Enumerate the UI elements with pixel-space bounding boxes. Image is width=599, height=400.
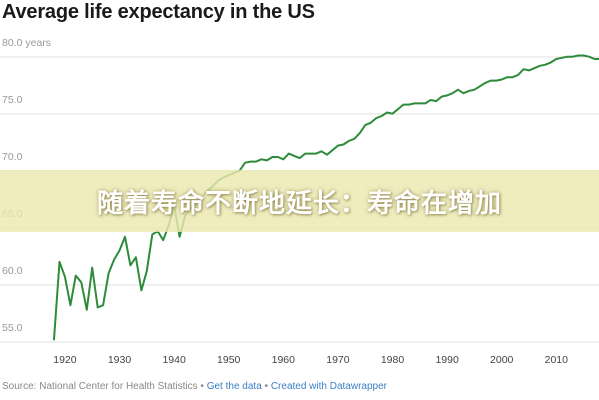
x-axis-labels: 1920 1930 1940 1950 1960 1970 1980 1990 2000 2010 xyxy=(53,354,568,366)
x-tick-label: 1950 xyxy=(217,354,241,366)
chart-title: Average life expectancy in the US xyxy=(2,1,315,23)
x-tick-label: 1970 xyxy=(326,354,350,366)
get-data-link[interactable]: Get the data xyxy=(206,381,262,392)
banner-text: 随着寿命不断地延长：寿命在增加 xyxy=(96,187,502,218)
x-tick-label: 1980 xyxy=(381,354,405,366)
source-note: Source: National Center for Health Stati… xyxy=(2,381,198,392)
y-tick-label: 70.0 xyxy=(2,151,23,163)
y-tick-label: 55.0 xyxy=(2,322,23,334)
footer-separator: • xyxy=(197,381,207,392)
y-tick-label: 80.0 years xyxy=(2,37,51,49)
y-tick-label: 60.0 xyxy=(2,265,23,277)
overlay-banner: 随着寿命不断地延长：寿命在增加 xyxy=(0,170,599,232)
datawrapper-link[interactable]: Created with Datawrapper xyxy=(270,381,387,392)
x-tick-label: 1940 xyxy=(162,354,186,366)
x-tick-label: 1930 xyxy=(108,354,132,366)
x-tick-label: 2010 xyxy=(545,354,569,366)
series-layer xyxy=(53,54,599,341)
x-tick-label: 2000 xyxy=(490,354,514,366)
y-tick-label: 75.0 xyxy=(2,94,23,106)
x-tick-label: 1960 xyxy=(272,354,296,366)
x-tick-label: 1990 xyxy=(435,354,459,366)
life-expectancy-line xyxy=(53,54,599,341)
footer-separator: • xyxy=(261,381,271,392)
chart-footer: Source: National Center for Health Stati… xyxy=(2,381,387,392)
x-tick-label: 1920 xyxy=(53,354,77,366)
